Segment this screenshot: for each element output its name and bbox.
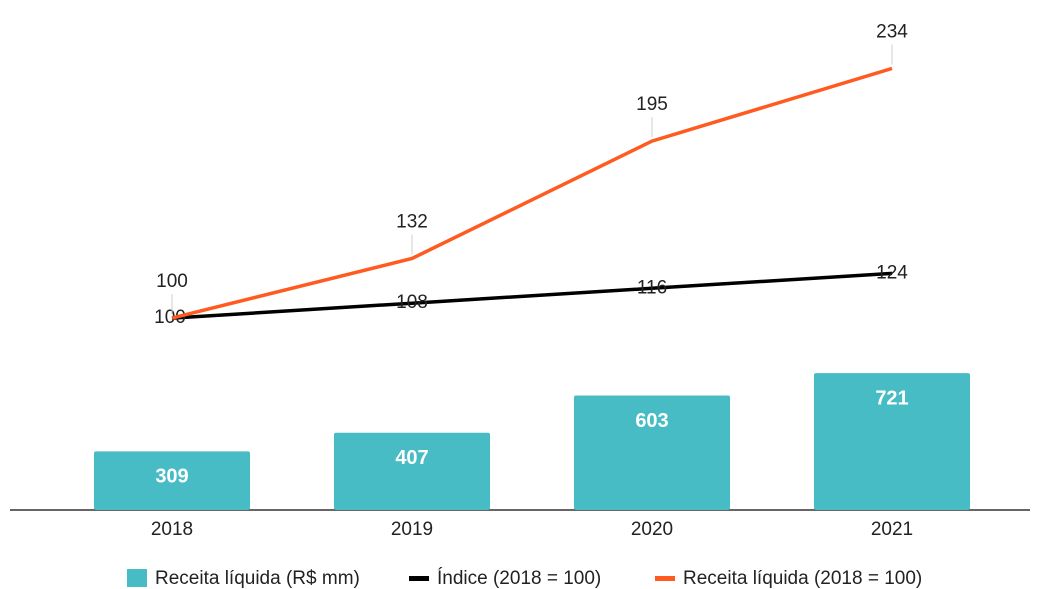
legend-swatch (655, 576, 675, 581)
line-label: 100 (156, 271, 188, 292)
line-label: 132 (396, 211, 428, 232)
bar (94, 451, 250, 510)
x-tick-label: 2020 (631, 519, 673, 540)
bar-label: 721 (875, 387, 908, 409)
line-label: 108 (396, 292, 428, 313)
line-label: 234 (876, 21, 908, 42)
line-label: 100 (154, 307, 186, 328)
line-label: 195 (636, 94, 668, 115)
legend-swatch (409, 576, 429, 581)
legend-swatch (127, 569, 147, 587)
x-tick-label: 2021 (871, 519, 913, 540)
bar (334, 432, 490, 510)
legend-label: Receita líquida (2018 = 100) (683, 568, 922, 589)
line (171, 271, 893, 320)
bar (814, 373, 970, 510)
legend-label: Índice (2018 = 100) (437, 568, 601, 589)
x-tick-label: 2019 (391, 519, 433, 540)
line (171, 66, 893, 320)
line-label: 124 (876, 262, 908, 283)
x-tick-label: 2018 (151, 519, 193, 540)
legend-label: Receita líquida (R$ mm) (155, 568, 360, 589)
bar-label: 407 (395, 447, 428, 469)
bar-label: 603 (635, 410, 668, 432)
bar (574, 395, 730, 510)
line-label: 116 (637, 277, 667, 298)
bar-label: 309 (155, 466, 188, 488)
